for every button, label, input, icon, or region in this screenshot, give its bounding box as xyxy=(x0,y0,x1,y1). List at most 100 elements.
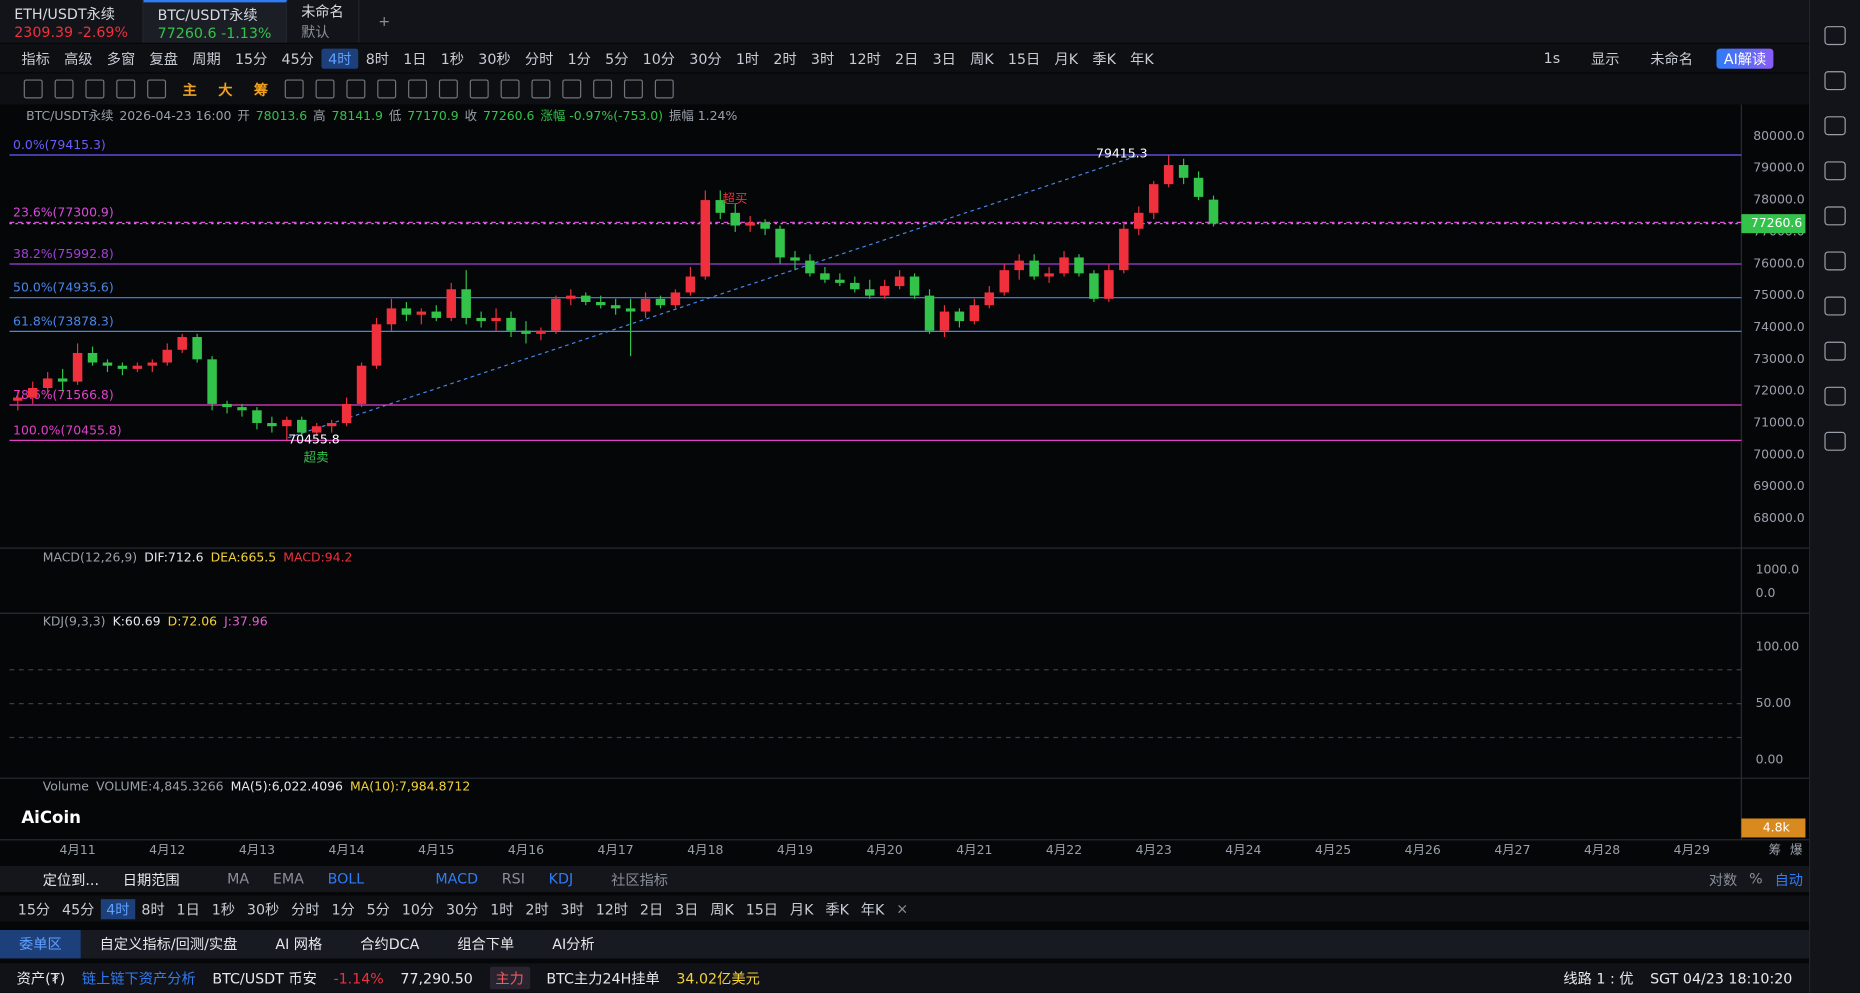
sidebar-icon[interactable] xyxy=(1824,432,1845,451)
period-button[interactable]: 分时 xyxy=(518,48,561,68)
period-button[interactable]: 3日 xyxy=(669,899,704,919)
period-button[interactable]: 15分 xyxy=(12,899,56,919)
draw-tool[interactable] xyxy=(346,79,365,98)
sidebar-icon[interactable] xyxy=(1824,116,1845,135)
draw-tool[interactable] xyxy=(377,79,396,98)
draw-tool[interactable] xyxy=(285,79,304,98)
draw-tool[interactable] xyxy=(655,79,674,98)
overlay-toggle[interactable]: 大 xyxy=(214,79,238,99)
draw-tool[interactable] xyxy=(531,79,550,98)
period-button[interactable]: 30秒 xyxy=(471,48,518,68)
close-button[interactable]: × xyxy=(890,900,914,917)
period-button[interactable]: 周K xyxy=(963,48,1001,68)
sidebar-icon[interactable] xyxy=(1824,387,1845,406)
period-button[interactable]: 4时 xyxy=(100,899,135,919)
main-indicator[interactable]: MA xyxy=(215,871,261,888)
sidebar-icon[interactable] xyxy=(1824,342,1845,361)
period-button[interactable]: 2时 xyxy=(519,899,554,919)
sub-indicator[interactable]: RSI xyxy=(490,871,537,888)
toolbar-button[interactable]: 周期 xyxy=(185,48,228,68)
period-button[interactable]: 45分 xyxy=(274,48,321,68)
bottom-tab[interactable]: 委单区 xyxy=(0,930,81,958)
sidebar-icon[interactable] xyxy=(1824,251,1845,270)
draw-tool[interactable] xyxy=(316,79,335,98)
scale-option[interactable]: 自动 xyxy=(1769,869,1809,889)
draw-tool[interactable] xyxy=(470,79,489,98)
draw-tool[interactable] xyxy=(24,79,43,98)
sidebar-icon[interactable] xyxy=(1824,161,1845,180)
locate-button[interactable]: 定位到... xyxy=(0,869,111,889)
period-button[interactable]: 8时 xyxy=(359,48,397,68)
period-button[interactable]: 年K xyxy=(855,899,890,919)
period-button[interactable]: 1秒 xyxy=(206,899,241,919)
period-button[interactable]: 周K xyxy=(704,899,739,919)
date-range-button[interactable]: 日期范围 xyxy=(111,869,192,889)
toolbar-right-button[interactable]: 显示 xyxy=(1584,48,1627,68)
period-button[interactable]: 5分 xyxy=(361,899,396,919)
draw-tool[interactable] xyxy=(562,79,581,98)
period-button[interactable]: 1日 xyxy=(396,48,434,68)
period-button[interactable]: 季K xyxy=(819,899,854,919)
period-button[interactable]: 月K xyxy=(1047,48,1085,68)
toolbar-button[interactable]: 高级 xyxy=(57,48,100,68)
community-indicator[interactable]: 社区指标 xyxy=(585,869,680,889)
bottom-tab[interactable]: AI 网格 xyxy=(256,930,341,958)
period-button[interactable]: 10分 xyxy=(636,48,683,68)
tab[interactable]: 未命名默认 xyxy=(287,0,359,43)
period-button[interactable]: 1分 xyxy=(560,48,598,68)
period-button[interactable]: 3时 xyxy=(804,48,842,68)
bottom-tab[interactable]: AI分析 xyxy=(533,930,613,958)
scale-option[interactable]: 对数 xyxy=(1703,869,1743,889)
period-button[interactable]: 1分 xyxy=(326,899,361,919)
period-button[interactable]: 30分 xyxy=(682,48,729,68)
period-button[interactable]: 3时 xyxy=(555,899,590,919)
toolbar-button[interactable]: 指标 xyxy=(14,48,57,68)
period-button[interactable]: 15日 xyxy=(740,899,784,919)
draw-tool[interactable] xyxy=(55,79,74,98)
period-button[interactable]: 分时 xyxy=(285,899,325,919)
period-button[interactable]: 季K xyxy=(1085,48,1123,68)
toolbar-button[interactable]: 多窗 xyxy=(100,48,143,68)
period-button[interactable]: 年K xyxy=(1123,48,1161,68)
sidebar-icon[interactable] xyxy=(1824,206,1845,225)
overlay-toggle[interactable]: 筹 xyxy=(249,79,273,99)
period-button[interactable]: 12时 xyxy=(590,899,634,919)
period-button[interactable]: 4时 xyxy=(321,48,359,68)
sub-indicator[interactable]: MACD xyxy=(424,871,490,888)
draw-tool[interactable] xyxy=(439,79,458,98)
bottom-tab[interactable]: 自定义指标/回测/实盘 xyxy=(81,930,257,958)
period-button[interactable]: 45分 xyxy=(56,899,100,919)
period-button[interactable]: 1时 xyxy=(729,48,767,68)
period-button[interactable]: 月K xyxy=(784,899,819,919)
draw-tool[interactable] xyxy=(408,79,427,98)
period-button[interactable]: 15日 xyxy=(1001,48,1048,68)
period-button[interactable]: 2时 xyxy=(766,48,804,68)
period-button[interactable]: 15分 xyxy=(228,48,275,68)
tab[interactable]: ETH/USDT永续2309.39 -2.69% xyxy=(0,0,143,43)
draw-tool[interactable] xyxy=(624,79,643,98)
scale-option[interactable]: % xyxy=(1743,871,1768,888)
toolbar-right-button[interactable]: AI解读 xyxy=(1717,48,1774,68)
period-button[interactable]: 10分 xyxy=(396,899,440,919)
bottom-tab[interactable]: 合约DCA xyxy=(341,930,438,958)
period-button[interactable]: 12时 xyxy=(841,48,888,68)
period-button[interactable]: 1秒 xyxy=(434,48,472,68)
status-analysis[interactable]: 链上链下资产分析 xyxy=(82,968,196,988)
toolbar-right-button[interactable]: 未命名 xyxy=(1643,48,1700,68)
period-button[interactable]: 30分 xyxy=(440,899,484,919)
period-button[interactable]: 8时 xyxy=(135,899,170,919)
main-indicator[interactable]: BOLL xyxy=(316,871,376,888)
draw-tool[interactable] xyxy=(116,79,135,98)
period-button[interactable]: 1日 xyxy=(171,899,206,919)
period-button[interactable]: 2日 xyxy=(888,48,926,68)
main-indicator[interactable]: EMA xyxy=(261,871,316,888)
period-button[interactable]: 5分 xyxy=(598,48,636,68)
draw-tool[interactable] xyxy=(501,79,520,98)
period-button[interactable]: 2日 xyxy=(634,899,669,919)
overlay-toggle[interactable]: 主 xyxy=(178,79,202,99)
sub-indicator[interactable]: KDJ xyxy=(537,871,585,888)
draw-tool[interactable] xyxy=(593,79,612,98)
sidebar-icon[interactable] xyxy=(1824,297,1845,316)
period-button[interactable]: 30秒 xyxy=(241,899,285,919)
toolbar-button[interactable]: 复盘 xyxy=(142,48,185,68)
